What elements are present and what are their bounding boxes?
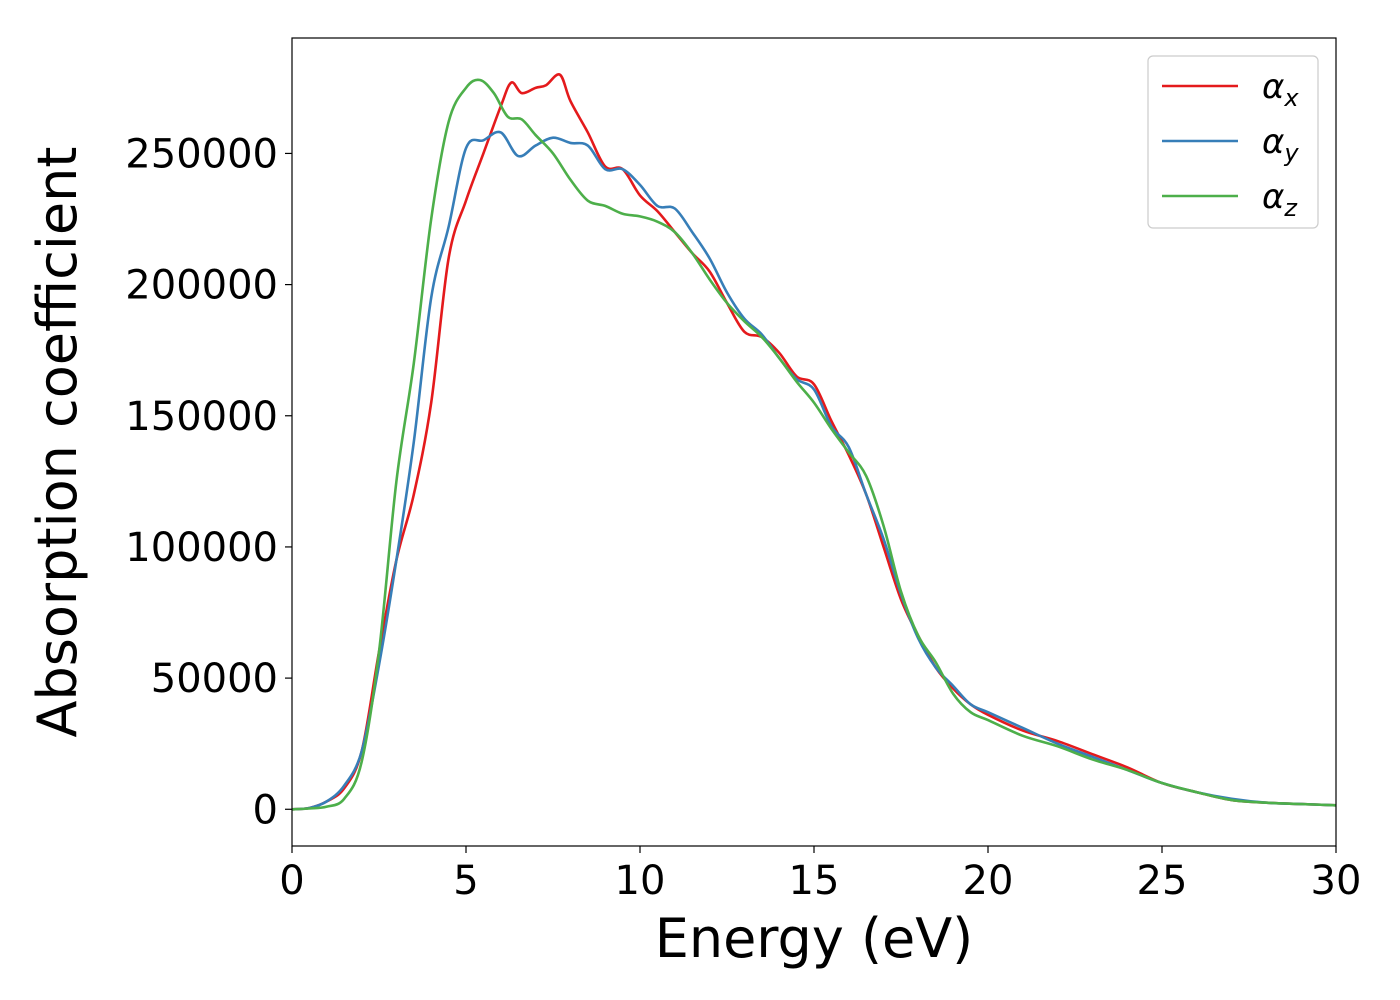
- y-tick-label: 100000: [125, 525, 278, 571]
- x-tick-label: 25: [1137, 858, 1188, 904]
- y-tick-label: 0: [253, 787, 278, 833]
- y-tick-label: 50000: [151, 656, 278, 702]
- x-axis-title: Energy (eV): [655, 907, 974, 970]
- y-tick-label: 200000: [125, 263, 278, 309]
- y-axis: 0 50000 100000 150000 200000 250000: [125, 131, 292, 833]
- series-layer: [291, 73, 1337, 811]
- series-line-y: [291, 130, 1337, 811]
- legend: αx αy αz: [1147, 55, 1319, 229]
- legend-label-x: αx: [1262, 67, 1299, 112]
- x-tick-label: 5: [453, 858, 478, 904]
- series-line-x: [291, 73, 1337, 811]
- y-axis-title: Absorption coefficient: [26, 147, 89, 738]
- x-tick-label: 30: [1311, 858, 1362, 904]
- y-tick-label: 250000: [125, 131, 278, 177]
- x-tick-label: 0: [279, 858, 304, 904]
- x-axis: 0 5 10 15 20 25 30: [279, 846, 1361, 904]
- y-tick-label: 150000: [125, 394, 278, 440]
- legend-label-y: αy: [1262, 122, 1299, 167]
- legend-label-z: αz: [1262, 177, 1298, 222]
- x-tick-label: 15: [789, 858, 840, 904]
- x-tick-label: 10: [615, 858, 666, 904]
- series-line-z: [291, 78, 1337, 811]
- x-tick-label: 20: [963, 858, 1014, 904]
